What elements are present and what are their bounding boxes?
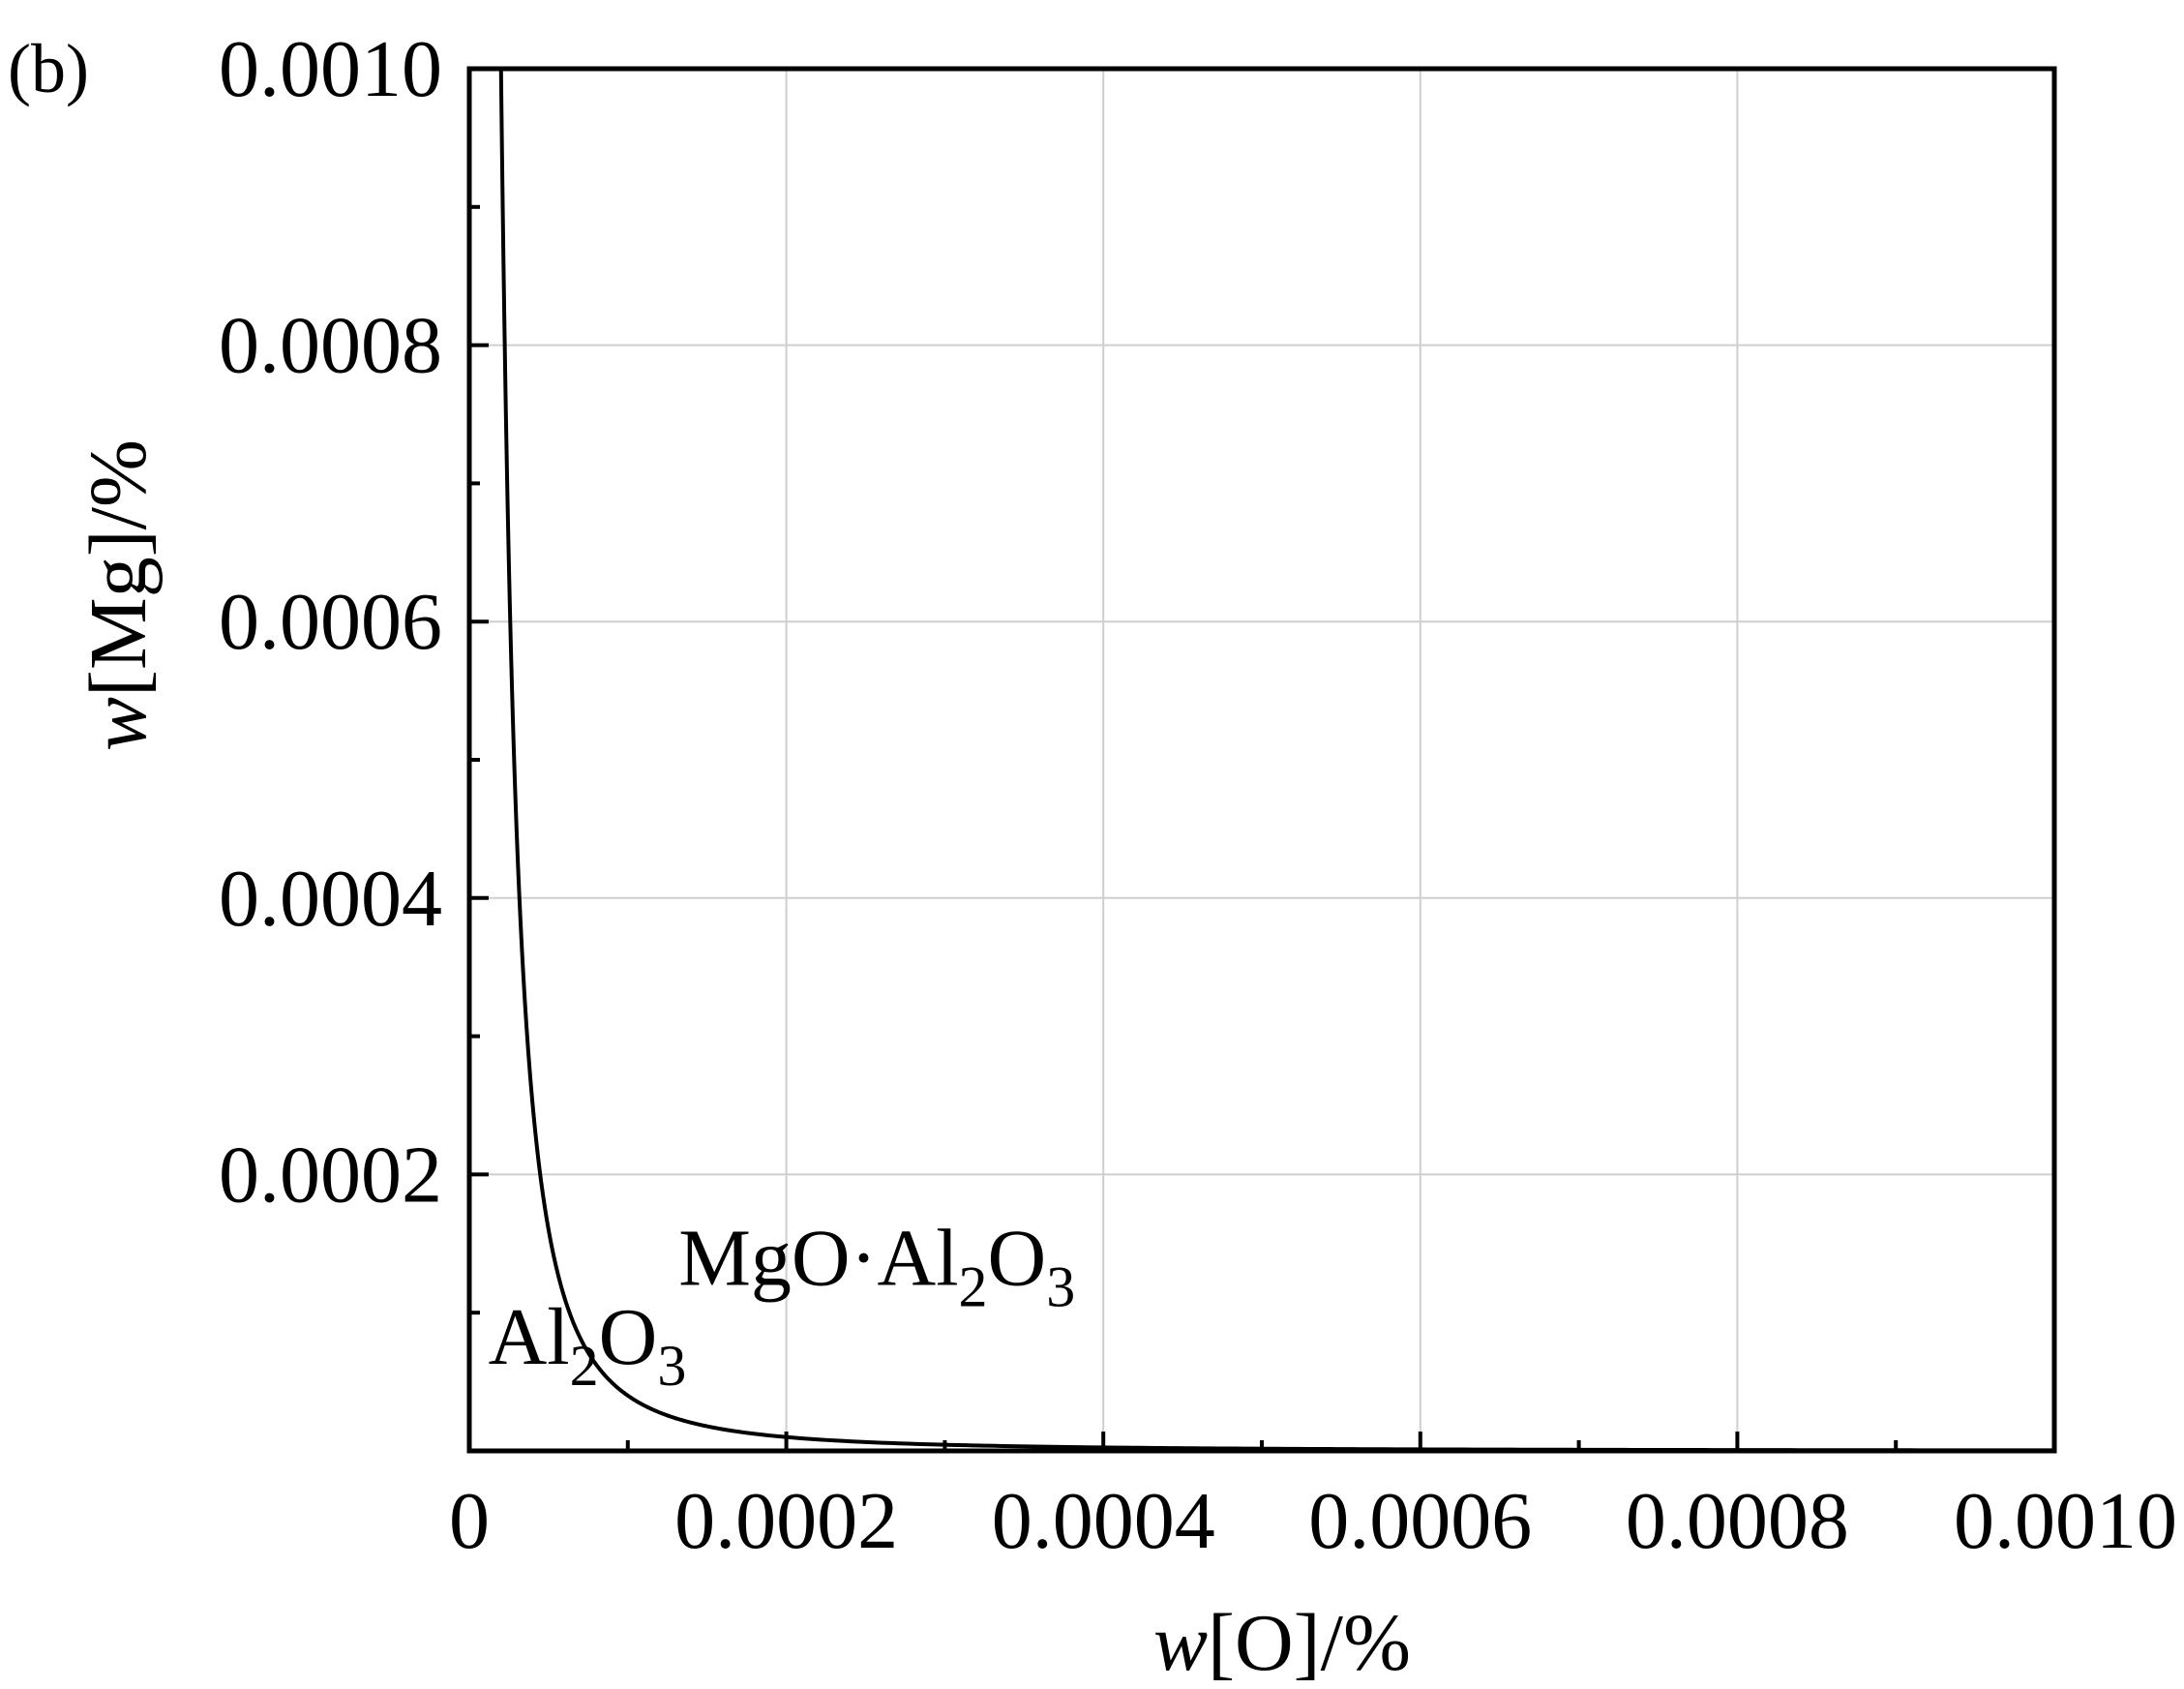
alumina-region-label: Al2O3 <box>489 1292 687 1398</box>
tick-marks <box>467 67 2056 1453</box>
tick-labels: 0 0.0002 0.0004 0.0006 0.0008 0.0010 0.0002 0.0… <box>219 24 2177 1566</box>
y-tick-label: 0.0004 <box>219 854 442 944</box>
x-axis-title: w[O]/% <box>1153 1598 1411 1688</box>
grid-lines <box>469 69 2054 1451</box>
x-tick-label: 0.0002 <box>674 1476 898 1566</box>
y-tick-label: 0.0008 <box>219 301 442 391</box>
y-axis-title: w[Mg]/% <box>74 439 164 751</box>
x-tick-label: 0.0006 <box>1308 1476 1532 1566</box>
x-tick-label: 0.0004 <box>992 1476 1215 1566</box>
x-tick-label: 0.0008 <box>1626 1476 1849 1566</box>
x-tick-label: 0 <box>449 1476 490 1566</box>
panel-label: (b) <box>8 30 89 107</box>
x-tick-label: 0.0010 <box>1954 1476 2177 1566</box>
spinel-region-label: MgO·Al2O3 <box>678 1214 1075 1319</box>
y-tick-label: 0.0002 <box>219 1130 442 1220</box>
y-tick-label: 0.0006 <box>219 577 442 667</box>
y-tick-label: 0.0010 <box>219 24 442 114</box>
